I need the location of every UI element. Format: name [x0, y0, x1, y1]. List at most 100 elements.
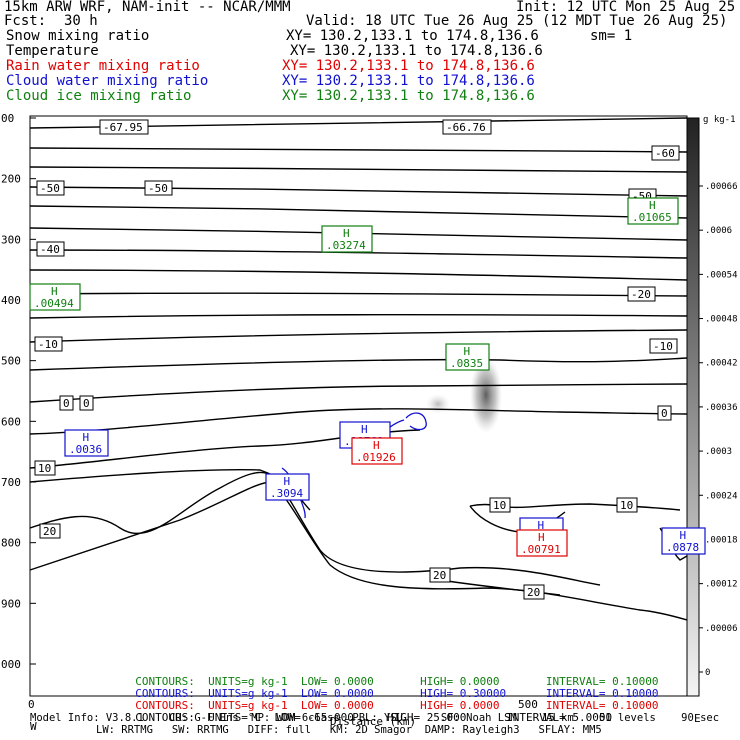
rain-water-maximum: H.00791: [516, 529, 568, 557]
temperature-contour-label: 10: [493, 499, 506, 512]
y-tick-label: 000: [1, 658, 21, 671]
isotherm-line: [29, 269, 688, 281]
x-tick-label: 500: [518, 698, 538, 711]
maximum-value: .3094: [270, 487, 303, 500]
colorbar-tick-label: .00012: [705, 580, 738, 590]
contour-label-box: [34, 460, 56, 476]
contour-label-box: [616, 497, 638, 513]
maximum-box: [29, 283, 81, 311]
isotherm-line: [469, 503, 681, 511]
maximum-marker: H: [538, 531, 545, 544]
temperature-contour-label: 0: [83, 397, 90, 410]
contour-label-box: [627, 286, 656, 302]
init-time: Init: 12 UTC Mon 25 Aug 25: [516, 0, 736, 15]
contour-info-cloud-ice: CONTOURS: UNITS=g kg-1 LOW= 0.0000 HIGH=…: [122, 664, 659, 688]
isotherm-line: [29, 471, 601, 586]
maximum-marker: H: [284, 475, 291, 488]
contour-units: UNITS=g kg-1: [208, 699, 288, 712]
field-xy-cloud-water: XY= 130.2,133.1 to 174.8,136.6: [282, 73, 535, 89]
maximum-marker: H: [83, 431, 90, 444]
contour-high: HIGH= 0.0000: [420, 675, 500, 688]
maximum-marker: H: [538, 519, 545, 532]
temperature-contour-labels: -67.95-66.76-60-50-50-50-40-30-20-10-100…: [34, 119, 680, 600]
maximum-value: .03274: [326, 239, 366, 252]
cloud-ice-maximum: H.01065: [627, 197, 679, 225]
cloud-water-maximum: H.0878: [661, 527, 706, 555]
contour-units: UNITS=g kg-1: [208, 687, 288, 700]
temperature-contour-label: -50: [40, 182, 60, 195]
colorbar-tick-label: .00024: [705, 491, 738, 501]
isotherm-line: [29, 408, 688, 435]
snow-minor-shade: [426, 394, 450, 414]
temperature-contour-label: -66.76: [446, 121, 486, 134]
field-name-temperature: Temperature: [6, 43, 99, 59]
maximum-box: [516, 529, 568, 557]
y-tick-label: 300: [1, 233, 21, 246]
field-xy-snow: XY= 130.2,133.1 to 174.8,136.6: [286, 28, 539, 44]
isotherm-line: [29, 292, 688, 297]
contour-label-box: [36, 180, 65, 196]
maximum-value: .01065: [632, 211, 672, 224]
contour-label-box: [657, 405, 672, 421]
maximum-value: .00494: [34, 297, 74, 310]
colorbar-unit: g kg-1: [703, 115, 736, 125]
contour-label-box: [144, 180, 173, 196]
isotherm-line: [29, 481, 688, 621]
isotherm-line: [29, 147, 688, 153]
x-axis: 0 500 W E Distance (km): [28, 698, 701, 733]
isotherm-line: [29, 357, 688, 371]
field-name-cloud-ice: Cloud ice mixing ratio: [6, 88, 192, 104]
contour-interval: INTERVAL= 0.10000: [545, 675, 659, 688]
maximum-value: .00791: [521, 543, 561, 556]
contour-label-box: [523, 584, 545, 600]
contour-units: UNITS=g kg-1: [208, 675, 288, 688]
contour-label-box: [442, 119, 492, 135]
maximum-marker: H: [361, 423, 368, 436]
maximum-box: [627, 197, 679, 225]
isotherm-line: [29, 329, 688, 343]
isotherm-line: [29, 313, 688, 319]
temperature-contour-label: -10: [653, 340, 673, 353]
maximum-box: [661, 527, 706, 555]
cloud-ice-maximum: H.00494: [29, 283, 81, 311]
maximum-marker: H: [343, 227, 350, 240]
contour-label-box: [649, 338, 678, 354]
temperature-contour-label: 0: [661, 407, 668, 420]
maximum-marker: H: [649, 199, 656, 212]
colorbar-tick-label: .00018: [705, 535, 738, 545]
field-xy-cloud-ice: XY= 130.2,133.1 to 174.8,136.6: [282, 88, 535, 104]
maximum-marker: H: [373, 439, 380, 452]
x-west-label: W: [30, 720, 37, 733]
temperature-contour-label: 10: [38, 462, 51, 475]
maximum-marker: H: [464, 345, 471, 358]
colorbar: 0 .00006 .00012 .00018 .00024 .0003 .00036 .000…: [686, 115, 738, 697]
maximum-box: [351, 437, 403, 465]
temperature-contour-label: 0: [63, 397, 70, 410]
temperature-contour-label: -40: [40, 243, 60, 256]
temperature-contour-label: 20: [527, 586, 540, 599]
colorbar-tick-label: .00042: [705, 359, 738, 369]
temperature-contour-label: -50: [148, 182, 168, 195]
y-tick-label: 600: [1, 415, 21, 428]
contour-label-box: [429, 567, 451, 583]
contour-label-box: [36, 241, 65, 257]
maximum-box: [64, 429, 109, 457]
contour-low: LOW= -65.000: [274, 711, 354, 724]
isotherm-line: [29, 383, 688, 403]
colorbar-tick-label: .00036: [705, 403, 738, 413]
maximum-box: [445, 343, 490, 371]
contour-label-box: [489, 497, 511, 513]
colorbar-tick-label: .00054: [705, 270, 738, 280]
snow-maximum-shade: [470, 357, 502, 433]
maximum-box: [321, 225, 373, 253]
temperature-contours: [29, 117, 688, 621]
contour-info-rain: CONTOURS: UNITS=g kg-1 LOW= 0.0000 HIGH=…: [122, 688, 658, 712]
y-axis: 00 200 300 400 500 600 700 800 900 000: [1, 112, 36, 671]
contour-label-box: [39, 523, 61, 539]
contour-low: LOW= 0.0000: [300, 687, 374, 700]
temperature-contour-label: 10: [620, 499, 633, 512]
cloud-ice-maximum: H.0835: [445, 343, 490, 371]
cloud-water-maximum: H.0036: [64, 429, 109, 457]
contour-units: UNITS=°C: [208, 711, 262, 724]
